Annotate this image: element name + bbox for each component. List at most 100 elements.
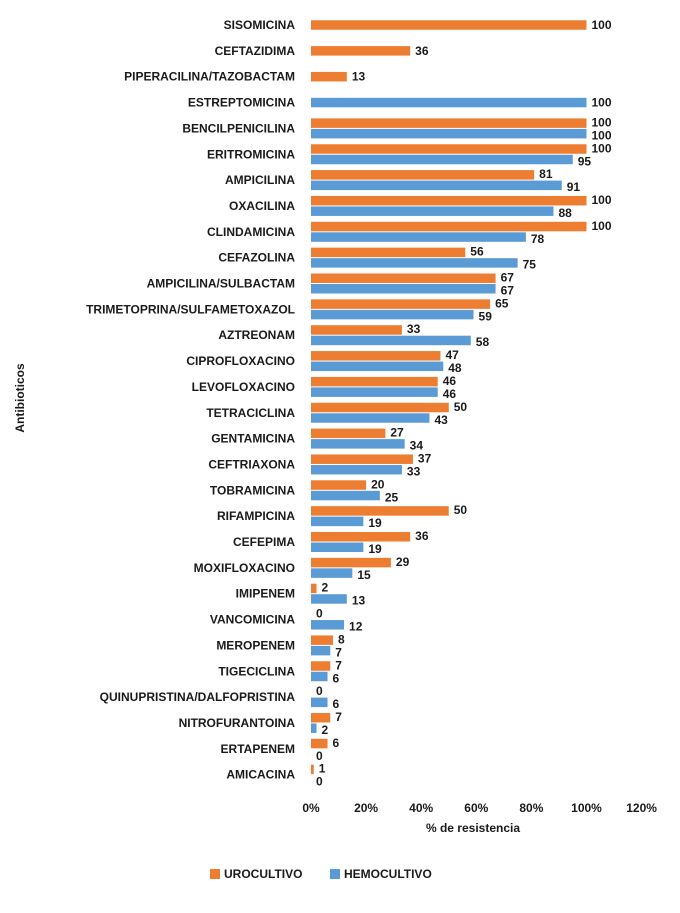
bar-hemocultivo-gentamicina xyxy=(311,439,405,449)
bar-hemocultivo-bencilpenicilina xyxy=(311,128,587,139)
value-label-urocultivo-ampicilina: 81 xyxy=(539,167,553,181)
bar-hemocultivo-clindamicina xyxy=(311,232,526,242)
bar-urocultivo-sisomicina xyxy=(311,20,587,30)
bar-hemocultivo-rifampicina xyxy=(311,516,364,527)
value-label-hemocultivo-tigeciclina: 6 xyxy=(333,671,340,685)
category-label-imipenem: IMIPENEM xyxy=(236,587,295,601)
value-label-urocultivo-eritromicina: 100 xyxy=(592,141,612,155)
bar-urocultivo-moxifloxacino xyxy=(311,557,391,568)
bar-urocultivo-ceftriaxona xyxy=(311,454,413,464)
bar-hemocultivo-quinupristina-dalfopristina xyxy=(311,697,328,708)
value-label-urocultivo-imipenem: 2 xyxy=(322,581,329,595)
category-label-ertapenem: ERTAPENEM xyxy=(221,742,295,756)
value-label-hemocultivo-eritromicina: 95 xyxy=(578,154,592,168)
bar-hemocultivo-moxifloxacino xyxy=(311,568,353,578)
bar-urocultivo-clindamicina xyxy=(311,221,587,232)
bar-urocultivo-levofloxacino xyxy=(311,376,438,387)
legend-swatch-urocultivo xyxy=(210,869,220,879)
bar-hemocultivo-aztreonam xyxy=(311,335,471,346)
bar-urocultivo-tobramicina xyxy=(311,480,367,490)
value-label-urocultivo-ciprofloxacino: 47 xyxy=(445,348,459,362)
category-label-meropenem: MEROPENEM xyxy=(216,638,295,652)
category-label-tobramicina: TOBRAMICINA xyxy=(210,483,295,497)
category-label-sisomicina: SISOMICINA xyxy=(224,18,296,32)
value-label-hemocultivo-nitrofurantoina: 2 xyxy=(322,723,329,737)
bar-urocultivo-ampicilina xyxy=(311,170,535,180)
value-label-urocultivo-cefazolina: 56 xyxy=(470,245,484,259)
value-label-hemocultivo-ertapenem: 0 xyxy=(316,749,323,763)
value-label-hemocultivo-trimetoprina-sulfametoxazol: 59 xyxy=(479,309,493,323)
value-label-hemocultivo-tetraciclina: 43 xyxy=(434,413,448,427)
bar-urocultivo-cefepima xyxy=(311,532,411,542)
value-label-hemocultivo-cefepima: 19 xyxy=(368,542,382,556)
bar-urocultivo-imipenem xyxy=(311,583,317,594)
value-label-hemocultivo-estreptomicina: 100 xyxy=(592,96,612,110)
category-label-quinupristina-dalfopristina: QUINUPRISTINA/DALFOPRISTINA xyxy=(100,690,296,704)
value-label-urocultivo-bencilpenicilina: 100 xyxy=(592,115,612,129)
category-label-ampicilina: AMPICILINA xyxy=(225,173,295,187)
category-label-gentamicina: GENTAMICINA xyxy=(211,432,295,446)
category-label-cefepima: CEFEPIMA xyxy=(233,535,295,549)
value-label-hemocultivo-amicacina: 0 xyxy=(316,775,323,789)
value-label-urocultivo-ampicilina-sulbactam: 67 xyxy=(501,271,515,285)
value-label-hemocultivo-bencilpenicilina: 100 xyxy=(592,128,612,142)
category-label-cefazolina: CEFAZOLINA xyxy=(218,251,295,265)
bar-hemocultivo-meropenem xyxy=(311,645,331,656)
value-label-urocultivo-clindamicina: 100 xyxy=(592,219,612,233)
legend: UROCULTIVO HEMOCULTIVO xyxy=(210,867,432,881)
value-label-hemocultivo-ampicilina: 91 xyxy=(567,180,581,194)
legend-label-hemocultivo: HEMOCULTIVO xyxy=(344,867,432,881)
bar-urocultivo-piperacilina-tazobactam xyxy=(311,71,347,82)
bars-layer xyxy=(311,20,587,775)
value-label-urocultivo-vancomicina: 0 xyxy=(316,607,323,621)
value-label-urocultivo-cefepima: 36 xyxy=(415,529,429,543)
x-tick-label: 120% xyxy=(626,801,657,815)
value-label-hemocultivo-levofloxacino: 46 xyxy=(443,387,457,401)
value-label-urocultivo-ertapenem: 6 xyxy=(333,736,340,750)
y-axis-title: Antibioticos xyxy=(13,363,27,433)
category-label-moxifloxacino: MOXIFLOXACINO xyxy=(194,561,295,575)
bar-hemocultivo-levofloxacino xyxy=(311,387,438,397)
x-tick-label: 20% xyxy=(354,801,378,815)
value-label-urocultivo-amicacina: 1 xyxy=(319,762,326,776)
value-label-hemocultivo-rifampicina: 19 xyxy=(368,516,382,530)
x-tick-label: 60% xyxy=(464,801,488,815)
category-label-clindamicina: CLINDAMICINA xyxy=(207,225,295,239)
value-label-urocultivo-trimetoprina-sulfametoxazol: 65 xyxy=(495,296,509,310)
bar-hemocultivo-imipenem xyxy=(311,594,347,604)
value-label-hemocultivo-clindamicina: 78 xyxy=(531,232,545,246)
bar-hemocultivo-cefepima xyxy=(311,542,364,552)
value-label-urocultivo-oxacilina: 100 xyxy=(592,193,612,207)
value-label-urocultivo-rifampicina: 50 xyxy=(454,503,468,517)
category-label-estreptomicina: ESTREPTOMICINA xyxy=(188,96,295,110)
bar-hemocultivo-ampicilina xyxy=(311,180,562,191)
category-label-oxacilina: OXACILINA xyxy=(229,199,295,213)
bar-hemocultivo-nitrofurantoina xyxy=(311,723,317,733)
value-label-urocultivo-sisomicina: 100 xyxy=(592,18,612,32)
value-label-urocultivo-levofloxacino: 46 xyxy=(443,374,457,388)
category-label-bencilpenicilina: BENCILPENICILINA xyxy=(182,121,295,135)
value-label-hemocultivo-quinupristina-dalfopristina: 6 xyxy=(333,697,340,711)
bar-urocultivo-ciprofloxacino xyxy=(311,351,441,361)
value-label-urocultivo-tetraciclina: 50 xyxy=(454,400,468,414)
category-label-ceftriaxona: CEFTRIAXONA xyxy=(208,457,295,471)
category-label-levofloxacino: LEVOFLOXACINO xyxy=(192,380,295,394)
value-label-hemocultivo-cefazolina: 75 xyxy=(523,258,537,272)
value-label-urocultivo-gentamicina: 27 xyxy=(390,426,404,440)
value-label-hemocultivo-vancomicina: 12 xyxy=(349,620,363,634)
value-label-hemocultivo-ciprofloxacino: 48 xyxy=(448,361,462,375)
bar-hemocultivo-ciprofloxacino xyxy=(311,361,444,372)
bar-urocultivo-nitrofurantoina xyxy=(311,712,331,723)
x-tick-label: 0% xyxy=(302,801,320,815)
bar-hemocultivo-tigeciclina xyxy=(311,671,328,682)
bar-urocultivo-tigeciclina xyxy=(311,661,331,671)
category-label-ceftazidima: CEFTAZIDIMA xyxy=(215,44,296,58)
bar-hemocultivo-ceftriaxona xyxy=(311,464,402,475)
category-label-trimetoprina-sulfametoxazol: TRIMETOPRINA/SULFAMETOXAZOL xyxy=(86,302,295,316)
category-label-amicacina: AMICACINA xyxy=(226,768,295,782)
bar-hemocultivo-trimetoprina-sulfametoxazol xyxy=(311,309,474,320)
bar-hemocultivo-tetraciclina xyxy=(311,413,430,423)
bar-urocultivo-ampicilina-sulbactam xyxy=(311,273,496,283)
